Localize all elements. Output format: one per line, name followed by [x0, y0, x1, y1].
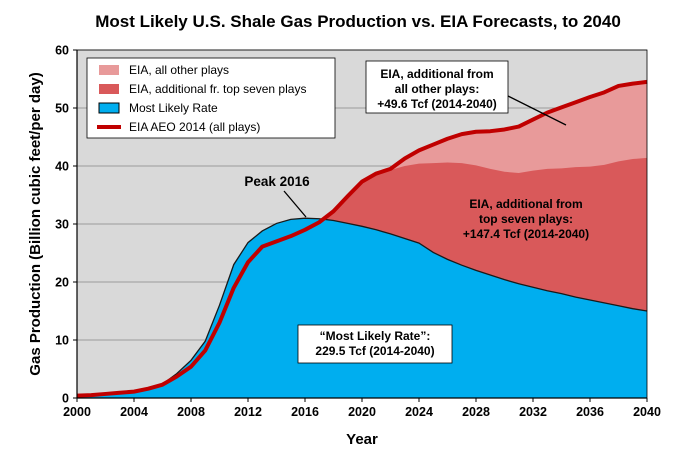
annotation-peak-pointer: [283, 190, 307, 218]
annotation-most-likely-rate-box: [297, 324, 453, 364]
annotation-all-other-plays-line: +49.6 Tcf (2014-2040): [377, 97, 497, 111]
legend-label: Most Likely Rate: [129, 101, 218, 115]
y-axis-title: Gas Production (Billion cubic feet/per d…: [27, 72, 44, 375]
annotation-all-other-plays-line: EIA, additional from: [380, 67, 493, 81]
y-tick-label: 10: [55, 334, 69, 348]
line-eia-aeo-2014: [76, 79, 648, 398]
chart-title: Most Likely U.S. Shale Gas Production vs…: [95, 12, 621, 31]
y-tick-label: 30: [55, 218, 69, 232]
y-tick-label: 40: [55, 160, 69, 174]
x-tick-label: 2016: [291, 405, 319, 419]
annotation-all-other-plays-line: all other plays:: [395, 82, 480, 96]
x-tick-label: 2012: [234, 405, 262, 419]
annotation-most-likely-rate-line: “Most Likely Rate”:: [320, 329, 431, 343]
legend-box: [86, 57, 336, 139]
legend-label: EIA, all other plays: [129, 63, 229, 77]
x-tick-label: 2024: [405, 405, 433, 419]
y-tick-label: 0: [62, 392, 69, 406]
legend-swatch: [98, 102, 120, 114]
annotation-top-seven-plays-line: EIA, additional from: [469, 197, 582, 211]
x-tick-label: 2008: [177, 405, 205, 419]
legend-swatch: [99, 84, 119, 94]
annotation-most-likely-rate-line: 229.5 Tcf (2014-2040): [315, 344, 434, 358]
area-most-likely-rate: [77, 218, 647, 398]
annotation-pointer: [507, 95, 567, 126]
x-tick-label: 2036: [576, 405, 604, 419]
x-tick-label: 2032: [519, 405, 547, 419]
annotation-top-seven-plays-line: top seven plays:: [479, 212, 573, 226]
x-tick-label: 2020: [348, 405, 376, 419]
annotation-top-seven-plays-line: +147.4 Tcf (2014-2040): [463, 227, 589, 241]
x-tick-label: 2004: [120, 405, 148, 419]
y-tick-label: 50: [55, 102, 69, 116]
y-tick-label: 60: [55, 44, 69, 58]
y-tick-label: 20: [55, 276, 69, 290]
annotation-peak-line: Peak 2016: [244, 174, 310, 189]
legend-label: EIA AEO 2014 (all plays): [129, 120, 260, 134]
legend-swatch: [99, 65, 119, 75]
legend-label: EIA, additional fr. top seven plays: [129, 82, 306, 96]
x-tick-label: 2000: [63, 405, 91, 419]
x-axis-title: Year: [346, 431, 378, 448]
x-tick-label: 2040: [633, 405, 661, 419]
annotation-all-other-plays-box: [365, 60, 509, 114]
x-tick-label: 2028: [462, 405, 490, 419]
